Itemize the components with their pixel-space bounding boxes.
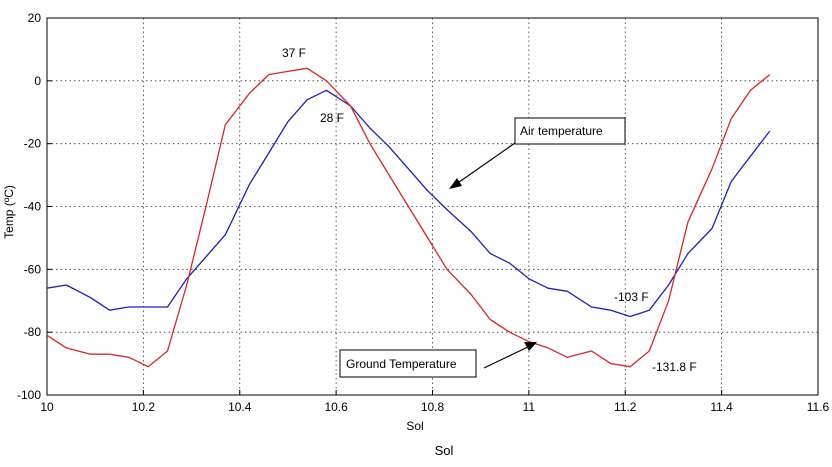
y-tick-label: -40 bbox=[24, 200, 42, 214]
x-tick-label: 10.8 bbox=[421, 400, 445, 414]
min-ground-annotation: -131.8 F bbox=[652, 360, 697, 374]
x-axis-label: Sol bbox=[435, 443, 454, 458]
min-air-annotation: -103 F bbox=[614, 290, 649, 304]
x-tick-label: 11.6 bbox=[807, 400, 830, 414]
y-tick-label: -20 bbox=[24, 137, 42, 151]
x-tick-label: 10.4 bbox=[228, 400, 252, 414]
ground-temperature-line bbox=[46, 67, 771, 368]
peak-ground-annotation: 37 F bbox=[282, 46, 306, 60]
air-label-box bbox=[514, 117, 626, 145]
y-tick-label: -100 bbox=[17, 388, 41, 402]
x-tick-label: 11.4 bbox=[710, 400, 733, 414]
air-label-arrow bbox=[451, 142, 516, 188]
peak-air-annotation: 28 F bbox=[320, 111, 344, 125]
y-axis-label: Temp (ºC) bbox=[2, 185, 16, 239]
x-tick-label: 10.6 bbox=[324, 400, 348, 414]
ground-label-box bbox=[339, 349, 477, 378]
ground-label-arrow bbox=[483, 343, 535, 369]
series-lines bbox=[46, 67, 771, 368]
x-tick-label: 11.2 bbox=[614, 400, 637, 414]
ground-label-arrowhead bbox=[524, 342, 537, 351]
y-tick-label: -60 bbox=[24, 262, 42, 276]
x-tick-label: 11 bbox=[523, 400, 536, 414]
air-temperature-line bbox=[46, 89, 771, 318]
y-tick-label: 20 bbox=[28, 11, 42, 25]
air-label-arrowhead bbox=[449, 178, 462, 189]
x-axis-title: Sol bbox=[406, 419, 423, 433]
axis-ticks: 10 10.2 10.4 10.6 10.8 11 11.2 11.4 11.6 20 0 -20 -4… bbox=[17, 11, 830, 414]
x-tick-label: 10.2 bbox=[132, 400, 156, 414]
y-tick-label: -80 bbox=[24, 325, 42, 339]
ground-label-text: Ground Temperature bbox=[346, 357, 457, 371]
y-tick-label: 0 bbox=[34, 74, 41, 88]
x-tick-label: 10 bbox=[40, 400, 54, 414]
air-label-text: Air temperature bbox=[520, 124, 603, 138]
